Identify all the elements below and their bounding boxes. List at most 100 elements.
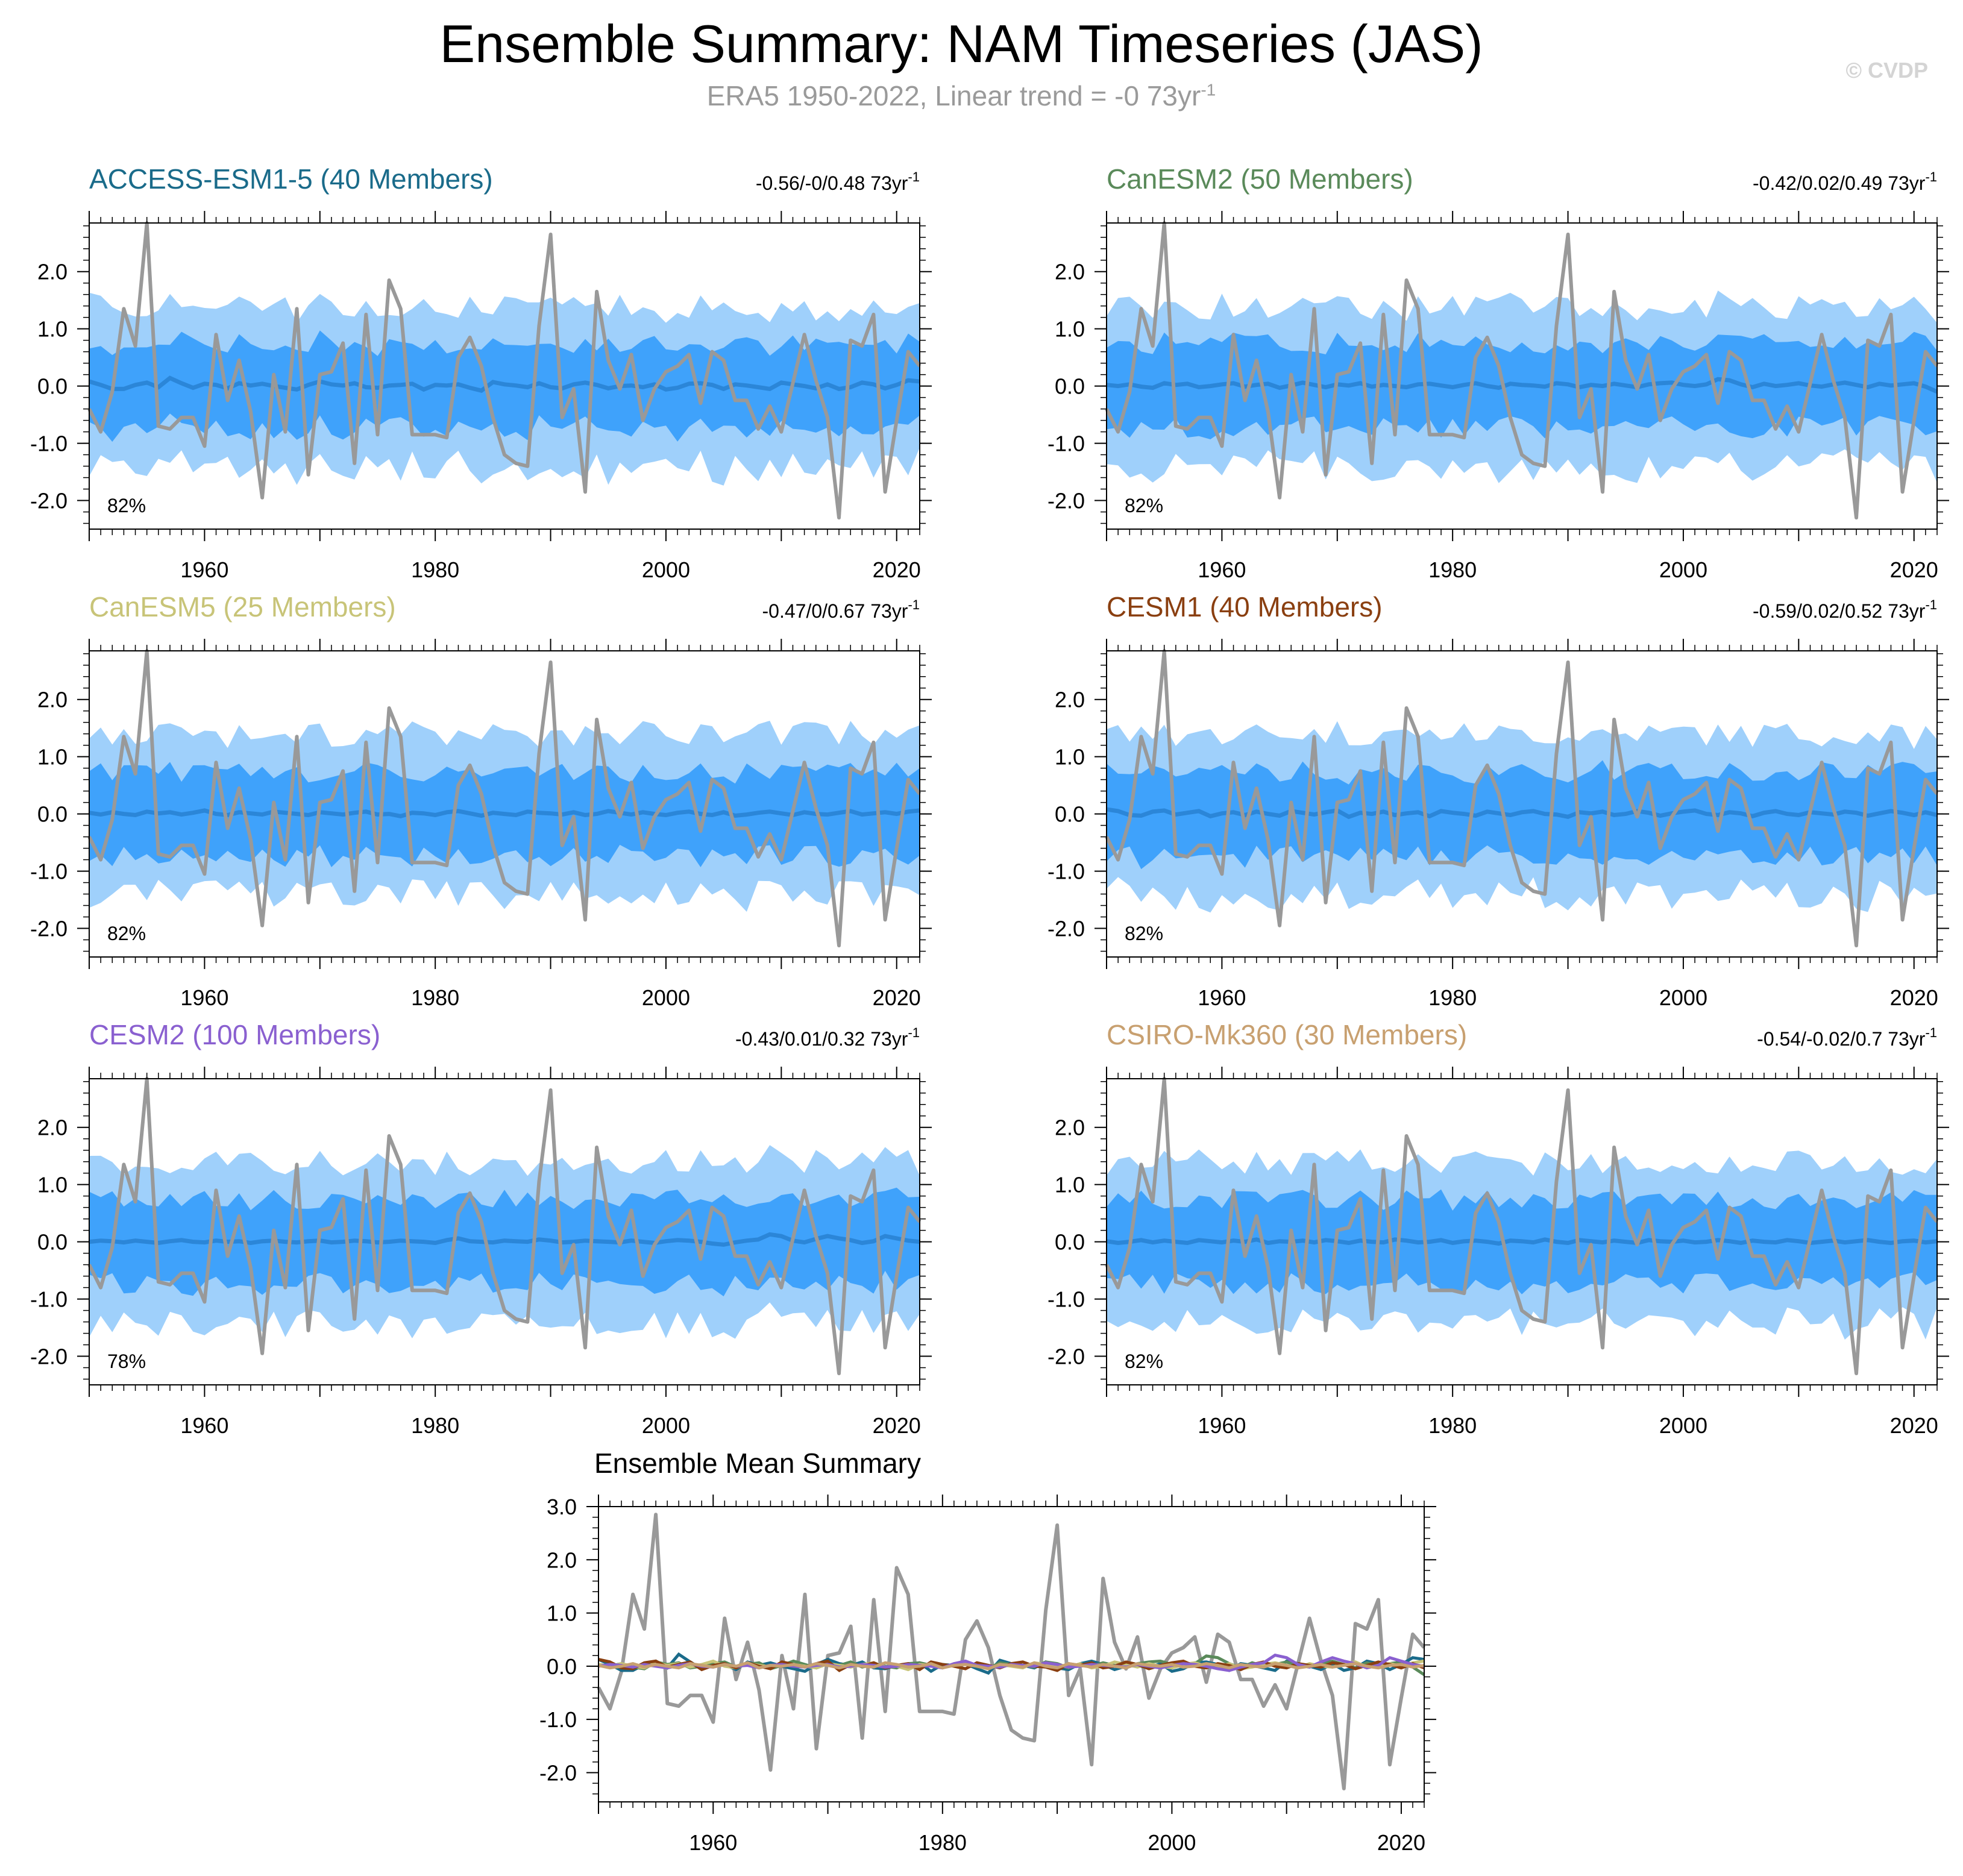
panel-6: CSIRO-Mk360 (30 Members) -0.54/-0.02/0.7 … — [1047, 1019, 1949, 1438]
x-tick-label: 2020 — [873, 985, 921, 1010]
y-tick-label: -2.0 — [30, 1344, 68, 1369]
trend-text: -0.59/0.02/0.52 73yr — [1753, 600, 1926, 622]
panel-title: CSIRO-Mk360 (30 Members) — [1107, 1019, 1467, 1050]
x-tick-label: 1980 — [919, 1830, 967, 1855]
trend-superscript: -1 — [908, 169, 920, 184]
panel-title: ACCESS-ESM1-5 (40 Members) — [89, 163, 493, 195]
panel-trend: -0.47/0/0.67 73yr-1 — [762, 597, 920, 622]
copyright-watermark: © CVDP — [1845, 58, 1928, 83]
x-tick-label: 2000 — [642, 985, 690, 1010]
x-tick-label: 1980 — [411, 1413, 459, 1438]
y-tick-label: 1.0 — [37, 317, 68, 342]
x-tick-label: 1960 — [180, 1413, 228, 1438]
y-tick-label: 0.0 — [1055, 1230, 1085, 1255]
y-tick-label: 2.0 — [547, 1548, 577, 1572]
x-tick-label: 2000 — [1659, 985, 1707, 1010]
panel-3: CanESM5 (25 Members) -0.47/0/0.67 73yr-1 2… — [30, 591, 932, 1010]
observations-line — [87, 649, 922, 947]
observations-line — [1105, 649, 1939, 947]
trend-text: -0.42/0.02/0.49 73yr — [1753, 172, 1926, 194]
x-tick-label: 1960 — [180, 557, 228, 582]
x-tick-label: 1980 — [411, 557, 459, 582]
y-tick-label: 0.0 — [1055, 374, 1085, 399]
observations-line — [87, 221, 922, 519]
panel-trend: -0.56/-0/0.48 73yr-1 — [756, 169, 920, 194]
summary-observations-line — [597, 1513, 1426, 1790]
trend-superscript: -1 — [908, 1025, 920, 1040]
ensemble-mean-line — [89, 1232, 920, 1247]
y-tick-label: -1.0 — [1047, 431, 1085, 456]
y-tick-label: 1.0 — [37, 1173, 68, 1197]
y-tick-label: 2.0 — [37, 688, 68, 712]
ensemble-mean-line — [89, 808, 920, 819]
ensemble-mean-line — [1106, 377, 1938, 394]
x-tick-label: 1980 — [411, 985, 459, 1010]
subtitle-text: ERA5 1950-2022, Linear trend = -0 73yr — [706, 80, 1201, 111]
summary-mean-line-6 — [598, 1661, 1425, 1671]
percent-label: 82% — [1125, 495, 1163, 516]
trend-superscript: -1 — [1925, 1025, 1937, 1040]
trend-superscript: -1 — [1925, 597, 1937, 612]
y-tick-label: 1.0 — [1055, 745, 1085, 770]
trend-text: -0.56/-0/0.48 73yr — [756, 172, 908, 194]
y-tick-label: 0.0 — [547, 1654, 577, 1679]
y-tick-label: -1.0 — [30, 1287, 68, 1312]
x-tick-label: 1960 — [1198, 1413, 1246, 1438]
panel-title: CanESM2 (50 Members) — [1107, 163, 1413, 195]
x-tick-label: 2020 — [873, 557, 921, 582]
panel-1: ACCESS-ESM1-5 (40 Members) -0.56/-0/0.48 … — [30, 163, 932, 582]
y-tick-label: 1.0 — [37, 745, 68, 770]
x-tick-label: 1980 — [1428, 557, 1477, 582]
y-tick-label: -2.0 — [30, 917, 68, 941]
panel-5: CESM2 (100 Members) -0.43/0.01/0.32 73yr-… — [30, 1019, 932, 1438]
y-tick-label: -1.0 — [539, 1707, 577, 1732]
y-tick-label: 0.0 — [37, 374, 68, 399]
x-tick-label: 1960 — [1198, 557, 1246, 582]
y-tick-label: 2.0 — [37, 1115, 68, 1140]
observations-line — [1105, 1077, 1939, 1375]
trend-superscript: -1 — [1925, 169, 1937, 184]
summary-panel: Ensemble Mean Summary 3.0 2.0 1.0 0.0 -1.0 -2.… — [539, 1448, 1436, 1855]
x-tick-label: 2000 — [1659, 1413, 1707, 1438]
trend-text: -0.47/0/0.67 73yr — [762, 600, 908, 622]
y-tick-label: -2.0 — [539, 1760, 577, 1785]
y-tick-label: -2.0 — [1047, 489, 1085, 513]
x-tick-label: 1960 — [180, 985, 228, 1010]
percent-label: 82% — [1125, 1351, 1163, 1372]
y-tick-label: 2.0 — [1055, 1115, 1085, 1140]
percent-label: 82% — [107, 495, 146, 516]
x-tick-label: 2000 — [1148, 1830, 1196, 1855]
x-tick-label: 1980 — [1428, 985, 1477, 1010]
x-tick-label: 2000 — [642, 1413, 690, 1438]
page-subtitle: ERA5 1950-2022, Linear trend = -0 73yr-1 — [0, 80, 1923, 112]
x-tick-label: 2020 — [1890, 985, 1938, 1010]
y-tick-label: 2.0 — [1055, 688, 1085, 712]
x-tick-label: 2020 — [873, 1413, 921, 1438]
x-tick-label: 2020 — [1890, 1413, 1938, 1438]
summary-title: Ensemble Mean Summary — [594, 1448, 921, 1479]
trend-text: -0.43/0.01/0.32 73yr — [735, 1028, 908, 1050]
y-tick-label: 0.0 — [37, 802, 68, 827]
percent-label: 82% — [1125, 923, 1163, 944]
y-tick-label: -2.0 — [1047, 917, 1085, 941]
y-tick-label: 1.0 — [1055, 1173, 1085, 1197]
page-title: Ensemble Summary: NAM Timeseries (JAS) — [439, 14, 1483, 74]
observations-line — [1105, 221, 1939, 519]
y-tick-label: 0.0 — [37, 1230, 68, 1255]
y-tick-label: 1.0 — [1055, 317, 1085, 342]
trend-superscript: -1 — [908, 597, 920, 612]
x-tick-label: 1960 — [1198, 985, 1246, 1010]
subtitle-superscript: -1 — [1201, 80, 1216, 99]
y-tick-label: -1.0 — [30, 431, 68, 456]
trend-text: -0.54/-0.02/0.7 73yr — [1757, 1028, 1926, 1050]
y-tick-label: 2.0 — [37, 260, 68, 284]
y-tick-label: -1.0 — [30, 859, 68, 884]
panel-trend: -0.54/-0.02/0.7 73yr-1 — [1757, 1025, 1937, 1050]
ensemble-mean-line — [1106, 807, 1938, 820]
x-tick-label: 2020 — [1377, 1830, 1425, 1855]
percent-label: 82% — [107, 923, 146, 944]
y-tick-label: -1.0 — [1047, 859, 1085, 884]
y-tick-label: -2.0 — [1047, 1344, 1085, 1369]
y-tick-label: 1.0 — [547, 1601, 577, 1626]
